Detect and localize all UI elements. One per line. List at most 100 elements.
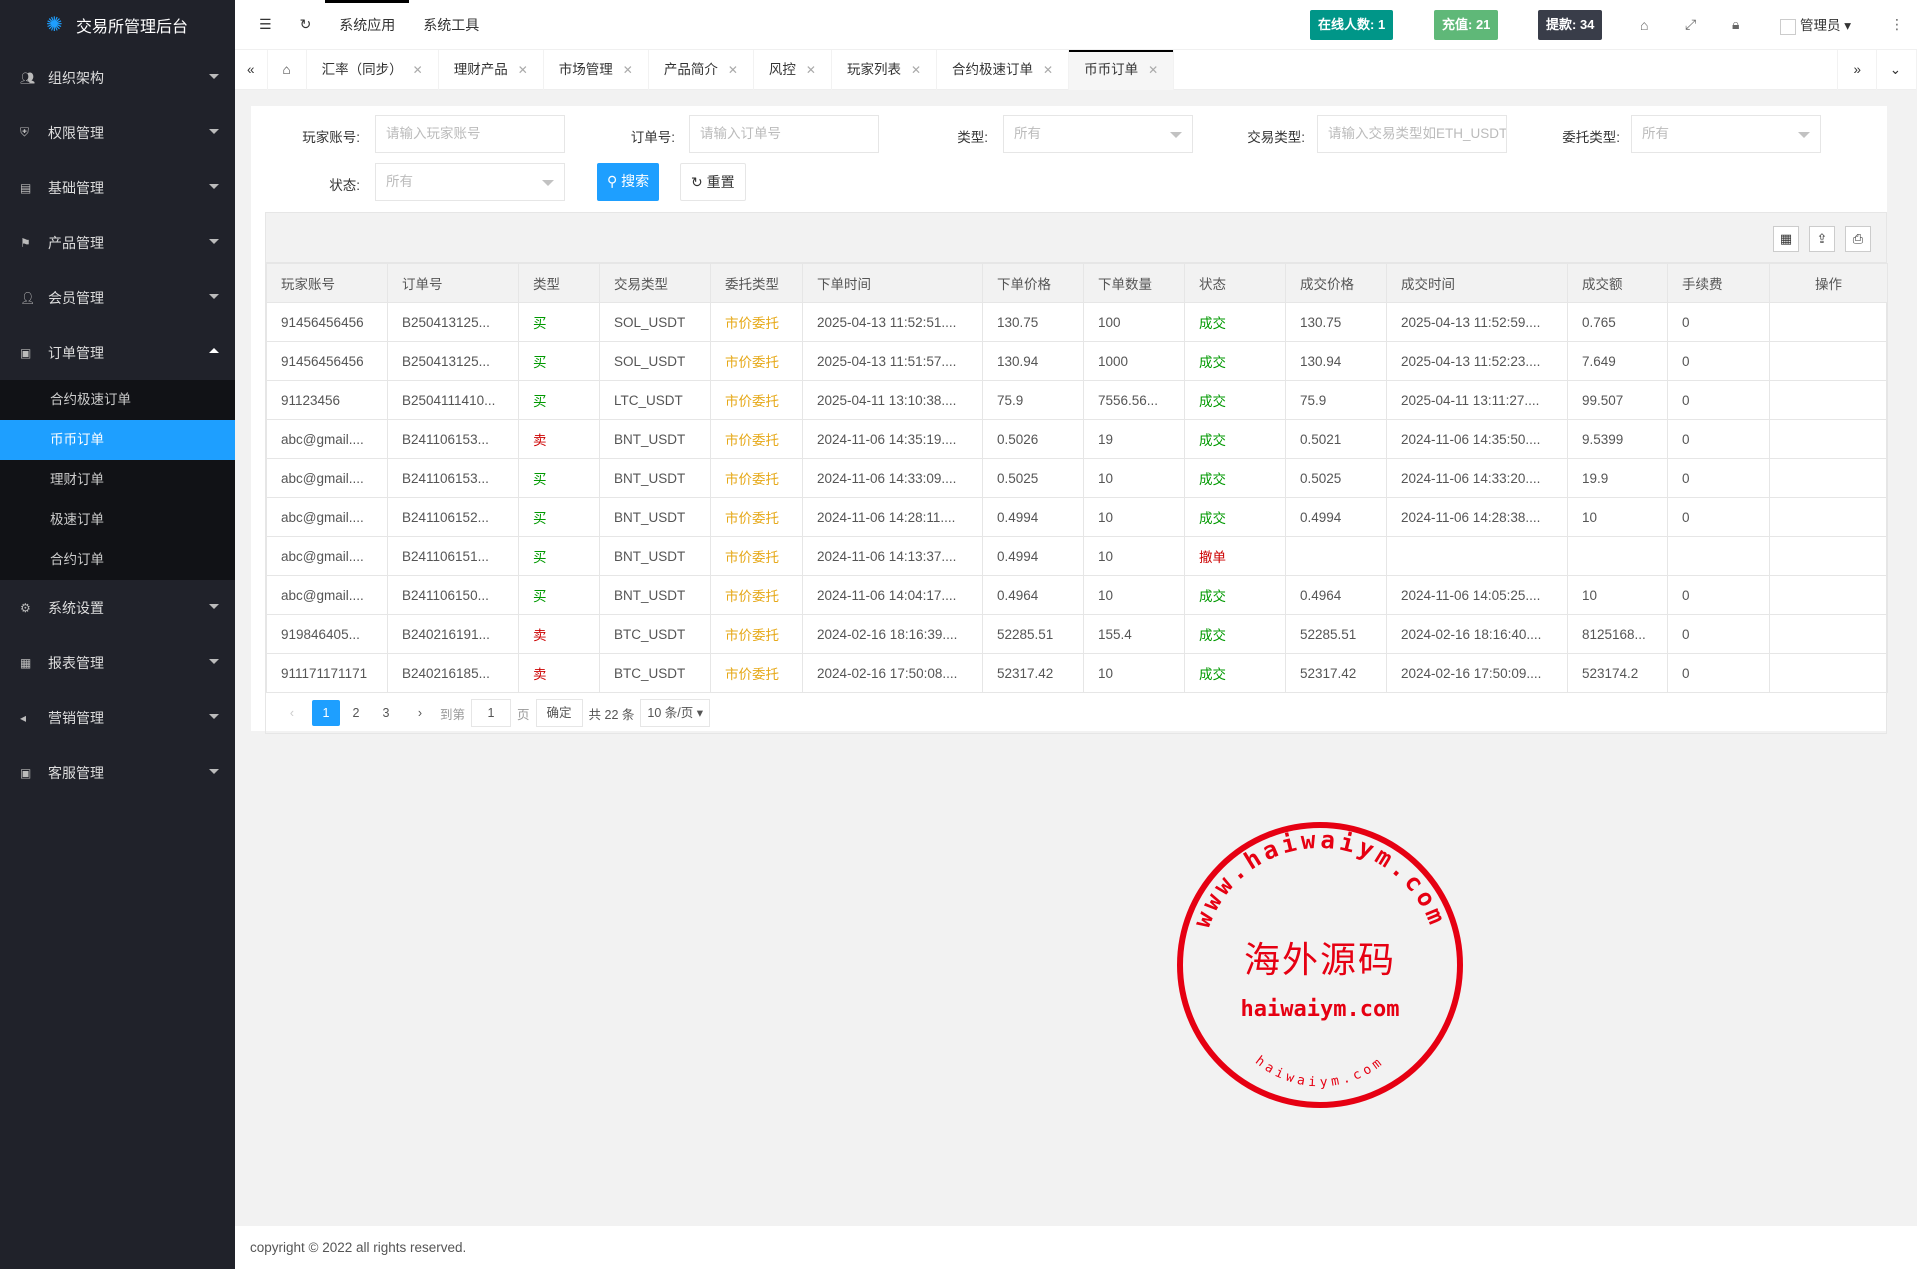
tabs-scroll-left-icon[interactable]: «: [235, 50, 268, 90]
close-icon[interactable]: ✕: [1148, 63, 1159, 77]
footer: copyright © 2022 all rights reserved.: [235, 1226, 1917, 1269]
sidebar-subitem[interactable]: 合约订单: [50, 552, 104, 567]
close-icon[interactable]: ✕: [805, 63, 816, 77]
column-header[interactable]: 成交时间: [1386, 263, 1568, 303]
print-icon[interactable]: ⎙: [1845, 226, 1871, 252]
column-header[interactable]: 成交价格: [1285, 263, 1387, 303]
column-header[interactable]: 委托类型: [710, 263, 803, 303]
tab-1[interactable]: 理财产品 ✕: [439, 50, 544, 90]
close-icon[interactable]: ✕: [517, 63, 528, 77]
grid-icon: ▤: [20, 180, 32, 195]
column-header[interactable]: 交易类型: [599, 263, 711, 303]
sidebar-item-1[interactable]: ⛨ 权限管理: [0, 105, 235, 160]
tag-icon[interactable]: ⌂: [1640, 16, 1649, 33]
tabs-dropdown-icon[interactable]: ⌄: [1875, 50, 1917, 90]
page-button[interactable]: 1: [312, 700, 340, 726]
column-header[interactable]: 状态: [1184, 263, 1286, 303]
tab-7[interactable]: 币币订单 ✕: [1069, 50, 1175, 90]
entrust-type-select[interactable]: 所有: [1631, 115, 1821, 153]
sidebar-item-3[interactable]: ⚑ 产品管理: [0, 215, 235, 270]
sidebar-item-7[interactable]: ▦ 报表管理: [0, 635, 235, 690]
table-cell: 0: [1667, 380, 1770, 420]
tab-5[interactable]: 玩家列表 ✕: [832, 50, 938, 90]
menu-system-apps[interactable]: 系统应用: [325, 0, 410, 50]
column-header[interactable]: 下单价格: [982, 263, 1084, 303]
column-header[interactable]: 下单时间: [802, 263, 983, 303]
column-header[interactable]: 成交额: [1567, 263, 1668, 303]
page-button[interactable]: 3: [382, 706, 390, 720]
svg-text:haiwaiym.com: haiwaiym.com: [1252, 1053, 1387, 1090]
page-size-value: 10 条/页: [647, 706, 694, 720]
column-header[interactable]: 手续费: [1667, 263, 1770, 303]
tab-4[interactable]: 风控 ✕: [754, 50, 832, 90]
sidebar-subitem[interactable]: 极速订单: [50, 512, 104, 527]
column-header[interactable]: 操作: [1769, 263, 1888, 303]
fullscreen-icon[interactable]: ⤢: [1685, 16, 1697, 32]
close-icon[interactable]: ✕: [727, 63, 738, 77]
chevron-down-icon: [209, 294, 219, 304]
sidebar-item-label: 订单管理: [48, 344, 104, 361]
table-cell: B250413125...: [387, 302, 519, 342]
page-size-select[interactable]: 10 条/页 ▾: [640, 699, 711, 727]
sidebar-item-4[interactable]: 👤︎ 会员管理: [0, 270, 235, 325]
lock-icon[interactable]: 🔒︎: [1732, 16, 1740, 32]
page-button[interactable]: 2: [352, 706, 360, 720]
export-icon[interactable]: ⇪: [1809, 226, 1835, 252]
reset-button[interactable]: ↻ 重置: [680, 163, 746, 201]
trade-type-input[interactable]: 请输入交易类型如ETH_USDT: [1317, 115, 1507, 153]
sidebar-subitem[interactable]: 币币订单: [0, 420, 235, 460]
table-cell: 买: [518, 458, 600, 498]
sidebar-item-label: 系统设置: [48, 599, 104, 616]
type-select[interactable]: 所有: [1003, 115, 1193, 153]
column-header[interactable]: 下单数量: [1083, 263, 1185, 303]
close-icon[interactable]: ✕: [412, 63, 423, 77]
tabs-scroll-right-icon[interactable]: »: [1837, 50, 1877, 90]
table-cell: 2025-04-13 11:52:51....: [802, 302, 983, 342]
sidebar-item-6[interactable]: ⚙ 系统设置: [0, 580, 235, 635]
sidebar-subitem[interactable]: 合约极速订单: [50, 392, 131, 407]
app-logo[interactable]: ✺ 交易所管理后台: [0, 0, 235, 50]
table-cell: 成交: [1184, 458, 1286, 498]
player-account-input[interactable]: 请输入玩家账号: [375, 115, 565, 153]
close-icon[interactable]: ✕: [1043, 63, 1054, 77]
sidebar-item-0[interactable]: 👥︎ 组织架构: [0, 50, 235, 105]
user-icon: 👤︎: [20, 290, 36, 305]
sidebar-item-2[interactable]: ▤ 基础管理: [0, 160, 235, 215]
refresh-icon[interactable]: ↻: [299, 16, 312, 32]
user-menu[interactable]: 管理员 ▾: [1780, 14, 1851, 35]
menu-system-tools[interactable]: 系统工具: [423, 16, 480, 33]
status-select[interactable]: 所有: [375, 163, 565, 201]
logo-icon: ✺: [46, 14, 63, 36]
tab-6[interactable]: 合约极速订单 ✕: [937, 50, 1070, 90]
tab-2[interactable]: 市场管理 ✕: [544, 50, 649, 90]
column-header[interactable]: 订单号: [387, 263, 519, 303]
sidebar-item-8[interactable]: ◂ 营销管理: [0, 690, 235, 745]
tab-3[interactable]: 产品简介 ✕: [649, 50, 754, 90]
table-cell: 7.649: [1567, 341, 1668, 381]
table-cell: 市价委托: [710, 575, 803, 615]
table-cell: 0: [1667, 341, 1770, 381]
sidebar-item-5[interactable]: ▣ 订单管理: [0, 325, 235, 380]
column-header[interactable]: 类型: [518, 263, 600, 303]
search-button[interactable]: ⚲ 搜索: [597, 163, 660, 201]
close-icon[interactable]: ✕: [622, 63, 633, 77]
prev-page-icon[interactable]: ‹: [289, 706, 295, 720]
table-toolbar: ▦ ⇪ ⎙: [266, 213, 1886, 263]
home-tab-icon[interactable]: ⌂: [268, 50, 307, 90]
column-header[interactable]: 玩家账号: [266, 263, 388, 303]
collapse-menu-icon[interactable]: ☰: [259, 16, 272, 32]
sidebar-subitem[interactable]: 理财订单: [50, 472, 104, 487]
order-number-input[interactable]: 请输入订单号: [689, 115, 879, 153]
columns-filter-icon[interactable]: ▦: [1773, 226, 1799, 252]
next-page-icon[interactable]: ›: [417, 706, 423, 720]
online-count-badge: 在线人数: 1: [1310, 10, 1394, 40]
more-icon[interactable]: ⋮: [1890, 16, 1904, 32]
goto-confirm-button[interactable]: 确定: [535, 699, 583, 727]
table-cell: B241106153...: [387, 458, 519, 498]
table-cell: 100: [1083, 302, 1185, 342]
tab-0[interactable]: 汇率（同步） ✕: [307, 50, 439, 90]
close-icon[interactable]: ✕: [910, 63, 922, 77]
goto-page-input[interactable]: 1: [471, 699, 512, 727]
tab-label: 合约极速订单: [952, 62, 1034, 77]
sidebar-item-9[interactable]: ▣ 客服管理: [0, 745, 235, 800]
